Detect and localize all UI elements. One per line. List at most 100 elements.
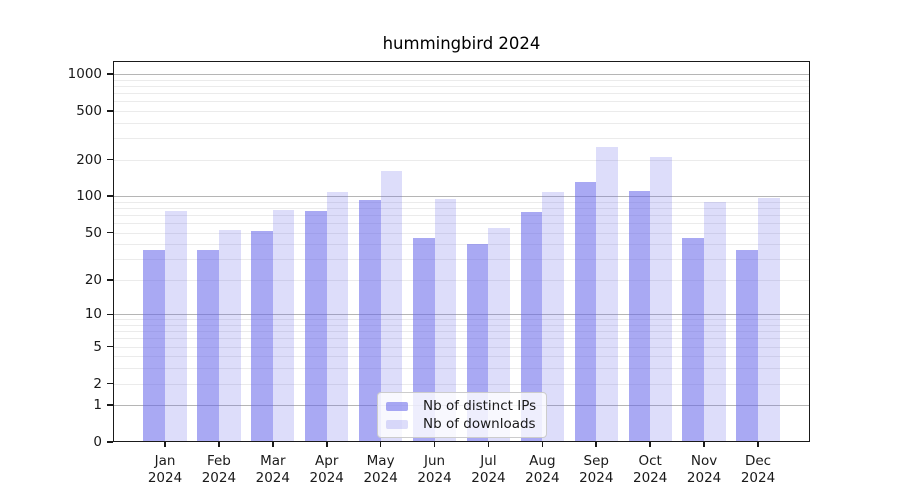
gridline-major: [113, 314, 810, 316]
bar-distinct-ips-mar: [251, 230, 273, 442]
x-tick-label: Jan 2024: [147, 453, 183, 486]
bar-downloads-sep: [596, 146, 618, 442]
legend-label-downloads: Nb of downloads: [423, 416, 536, 432]
x-tick-label: Dec 2024: [740, 453, 776, 486]
bar-distinct-ips-jun: [412, 238, 435, 442]
x-tick: [703, 442, 705, 447]
gridline-minor: [113, 86, 810, 87]
gridline-minor: [113, 346, 810, 348]
y-tick-label: 500: [76, 102, 102, 119]
gridline-minor: [113, 259, 810, 261]
gridline-minor: [113, 101, 810, 103]
gridline-minor: [113, 93, 810, 95]
gridline-major: [113, 196, 810, 198]
y-tick-label: 1000: [67, 66, 102, 83]
x-tick-label: Jul 2024: [471, 453, 506, 486]
y-tick: [107, 345, 113, 348]
gridline-minor: [113, 122, 810, 124]
x-tick-label: Jun 2024: [417, 453, 452, 486]
y-tick: [107, 158, 113, 161]
bar-distinct-ips-may: [359, 200, 381, 442]
x-tick: [595, 442, 598, 447]
y-tick: [107, 73, 113, 75]
x-tick: [164, 442, 166, 447]
bar-distinct-ips-apr: [305, 210, 327, 442]
y-tick: [107, 279, 113, 281]
legend-entry-downloads: Nb of downloads: [386, 416, 538, 432]
bar-downloads-nov: [704, 201, 726, 442]
legend: Nb of distinct IPs Nb of downloads: [377, 392, 547, 438]
legend-swatch-distinct-ips: [386, 401, 408, 411]
bar-downloads-may: [380, 171, 403, 442]
bar-downloads-aug: [542, 192, 564, 442]
y-tick-label: 100: [76, 188, 102, 205]
gridline-minor: [113, 244, 810, 246]
x-tick-label: Feb 2024: [201, 453, 237, 486]
y-tick: [107, 231, 113, 234]
x-tick-label: Mar 2024: [255, 453, 290, 486]
legend-entry-distinct-ips: Nb of distinct IPs: [386, 398, 538, 414]
x-tick: [379, 442, 382, 447]
chart-title: hummingbird 2024: [382, 34, 541, 53]
x-tick: [487, 442, 490, 447]
gridline-minor: [113, 279, 810, 281]
x-tick-label: Oct 2024: [632, 453, 668, 486]
bar-downloads-jun: [434, 198, 457, 442]
bar-distinct-ips-aug: [520, 212, 543, 442]
bar-downloads-dec: [758, 197, 780, 442]
y-tick: [107, 195, 113, 198]
y-tick-label: 1: [93, 397, 102, 414]
x-tick-label: Apr 2024: [309, 453, 344, 486]
bar-downloads-jul: [488, 227, 511, 442]
x-tick-label: Sep 2024: [579, 453, 614, 486]
gridline-minor: [113, 383, 810, 385]
y-tick-label: 20: [84, 271, 102, 288]
y-tick: [107, 404, 113, 406]
gridline-minor: [113, 356, 810, 358]
bar-downloads-apr: [326, 192, 349, 442]
x-tick: [218, 442, 220, 447]
y-tick-label: 10: [84, 306, 102, 323]
y-tick: [107, 441, 113, 443]
gridline-minor: [113, 110, 810, 112]
x-tick: [433, 442, 436, 447]
bar-distinct-ips-dec: [736, 249, 758, 442]
x-tick: [541, 442, 544, 447]
bar-downloads-mar: [272, 210, 295, 442]
bar-downloads-feb: [218, 229, 241, 442]
bar-downloads-oct: [650, 157, 672, 442]
y-tick: [107, 110, 113, 112]
legend-swatch-downloads: [386, 419, 408, 429]
bar-downloads-jan: [165, 211, 187, 442]
bar-distinct-ips-nov: [682, 238, 705, 442]
y-tick-label: 50: [84, 224, 102, 241]
gridline-minor: [113, 319, 810, 321]
gridline-minor: [113, 232, 810, 234]
legend-label-distinct-ips: Nb of distinct IPs: [423, 398, 537, 414]
x-tick-label: May 2024: [363, 453, 398, 486]
x-tick: [272, 442, 274, 447]
gridline-minor: [113, 338, 810, 340]
x-tick: [649, 442, 651, 447]
gridline-minor: [113, 201, 810, 203]
gridline-minor: [113, 159, 810, 161]
gridline-minor: [113, 331, 810, 333]
bar-distinct-ips-sep: [574, 182, 597, 442]
gridline-minor: [113, 138, 810, 140]
y-tick: [107, 313, 113, 316]
y-tick-label: 5: [93, 338, 102, 355]
gridline-minor: [113, 79, 810, 81]
gridline-minor: [113, 223, 810, 225]
x-tick: [757, 442, 759, 447]
bar-distinct-ips-feb: [197, 249, 219, 442]
plot-area: 0 1 2 5 10 20 50 100 200 500 1000 Jan 2024 Feb 2024 M…: [68, 61, 810, 486]
y-tick: [107, 382, 113, 385]
bar-distinct-ips-jan: [143, 249, 165, 442]
gridline-minor: [113, 215, 810, 217]
gridline-minor: [113, 325, 810, 326]
x-tick: [325, 442, 328, 447]
x-tick-label: Nov 2024: [686, 453, 722, 486]
gridline-minor: [113, 368, 810, 370]
y-tick-label: 200: [76, 151, 102, 168]
